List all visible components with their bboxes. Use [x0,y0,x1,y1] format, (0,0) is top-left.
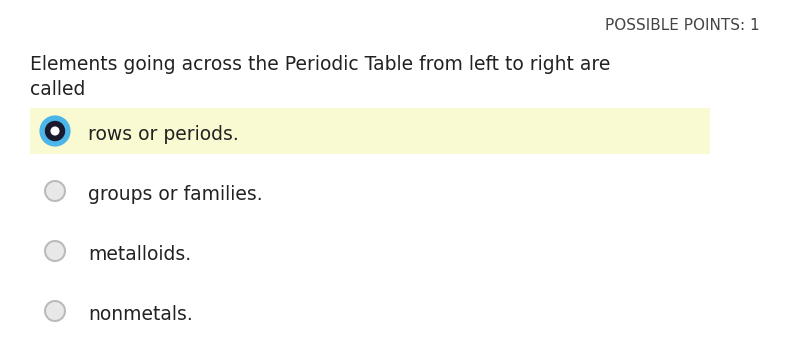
Text: POSSIBLE POINTS: 1: POSSIBLE POINTS: 1 [606,18,760,33]
Circle shape [45,241,65,261]
Text: nonmetals.: nonmetals. [88,305,193,324]
Text: called: called [30,80,86,99]
Circle shape [45,181,65,201]
Text: rows or periods.: rows or periods. [88,125,238,144]
Text: metalloids.: metalloids. [88,245,191,264]
FancyBboxPatch shape [30,108,710,154]
Circle shape [45,301,65,321]
Circle shape [45,121,66,141]
Circle shape [50,126,59,135]
Text: Elements going across the Periodic Table from left to right are: Elements going across the Periodic Table… [30,55,610,74]
Text: groups or families.: groups or families. [88,185,262,204]
Circle shape [39,115,70,147]
